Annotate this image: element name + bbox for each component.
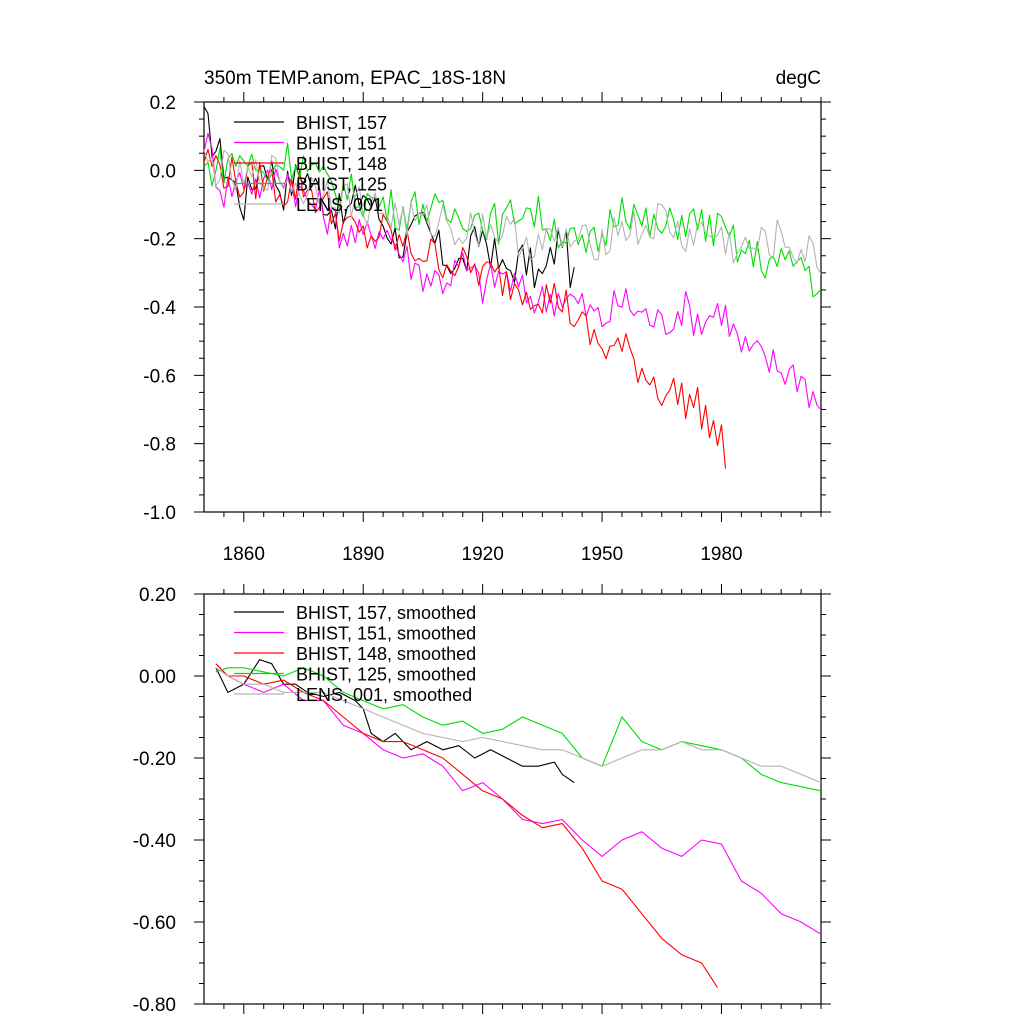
top-series-2	[203, 132, 822, 411]
bottom-legend-label: LENS, 001, smoothed	[296, 685, 472, 705]
top-series-4	[203, 142, 822, 298]
top-y-tick-label: -0.2	[143, 230, 176, 251]
top-x-tick-label: 1980	[700, 544, 742, 565]
top-x-tick-label: 1950	[581, 544, 623, 565]
top-y-tick-label: -1.0	[143, 503, 176, 524]
bottom-y-tick-label: 0.20	[139, 585, 176, 606]
bottom-series-2	[215, 663, 822, 935]
top-x-tick-label: 1860	[223, 544, 265, 565]
top-units-label: degC	[776, 68, 821, 89]
bottom-legend-label: BHIST, 148, smoothed	[296, 644, 476, 664]
bottom-axis-ticks: 0.20 0.00 -0.20 -0.40 -0.60 -0.80	[133, 584, 831, 1016]
bottom-series-3	[215, 663, 718, 988]
top-legend-label: BHIST, 148	[296, 154, 387, 174]
top-series-group	[203, 106, 822, 469]
bottom-y-tick-label: -0.60	[133, 913, 176, 934]
top-y-tick-label: -0.8	[143, 435, 176, 456]
top-legend-label: BHIST, 125	[296, 175, 387, 195]
top-series-5	[203, 149, 822, 274]
top-x-tick-label: 1920	[462, 544, 504, 565]
top-x-tick-label: 1890	[342, 544, 384, 565]
top-legend-label: BHIST, 151	[296, 134, 387, 154]
bottom-y-tick-label: -0.80	[133, 995, 176, 1016]
top-legend-label: BHIST, 157	[296, 113, 387, 133]
bottom-legend-label: BHIST, 151, smoothed	[296, 624, 476, 644]
bottom-legend-label: BHIST, 125, smoothed	[296, 665, 476, 685]
bottom-y-tick-label: -0.40	[133, 831, 176, 852]
bottom-series-5	[215, 667, 822, 784]
top-y-tick-label: -0.6	[143, 366, 176, 387]
top-y-tick-label: 0.0	[150, 161, 176, 182]
bottom-series-group	[215, 659, 822, 988]
top-y-tick-label: 0.2	[150, 93, 176, 114]
top-y-tick-label: -0.4	[143, 298, 176, 319]
bottom-legend-label: BHIST, 157, smoothed	[296, 603, 476, 623]
top-series-3	[203, 148, 727, 469]
bottom-y-tick-label: 0.00	[139, 667, 176, 688]
bottom-y-tick-label: -0.20	[133, 749, 176, 770]
top-title: 350m TEMP.anom, EPAC_18S-18N	[204, 68, 506, 89]
top-legend-label: LENS, 001	[296, 195, 383, 215]
bottom-series-4	[215, 667, 822, 792]
top-axis-ticks: 1860 1890 1920 1950 1980 0.2 0.0 -0.2 -0.4 -0.6 -0…	[143, 92, 831, 565]
top-series-1	[203, 106, 575, 289]
